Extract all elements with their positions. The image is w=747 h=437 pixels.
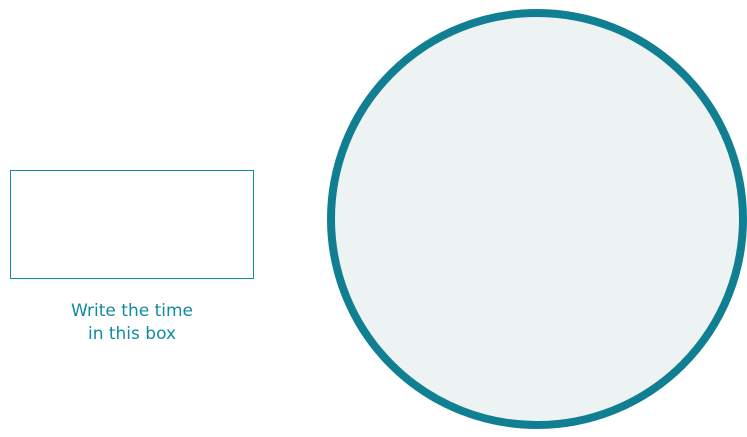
caption-line-2: in this box [87,324,177,344]
caption-line-1: Write the time [71,301,193,321]
time-box-caption: Write the time in this box [10,300,254,346]
time-answer-box[interactable] [10,170,254,279]
clock-face [327,9,747,429]
